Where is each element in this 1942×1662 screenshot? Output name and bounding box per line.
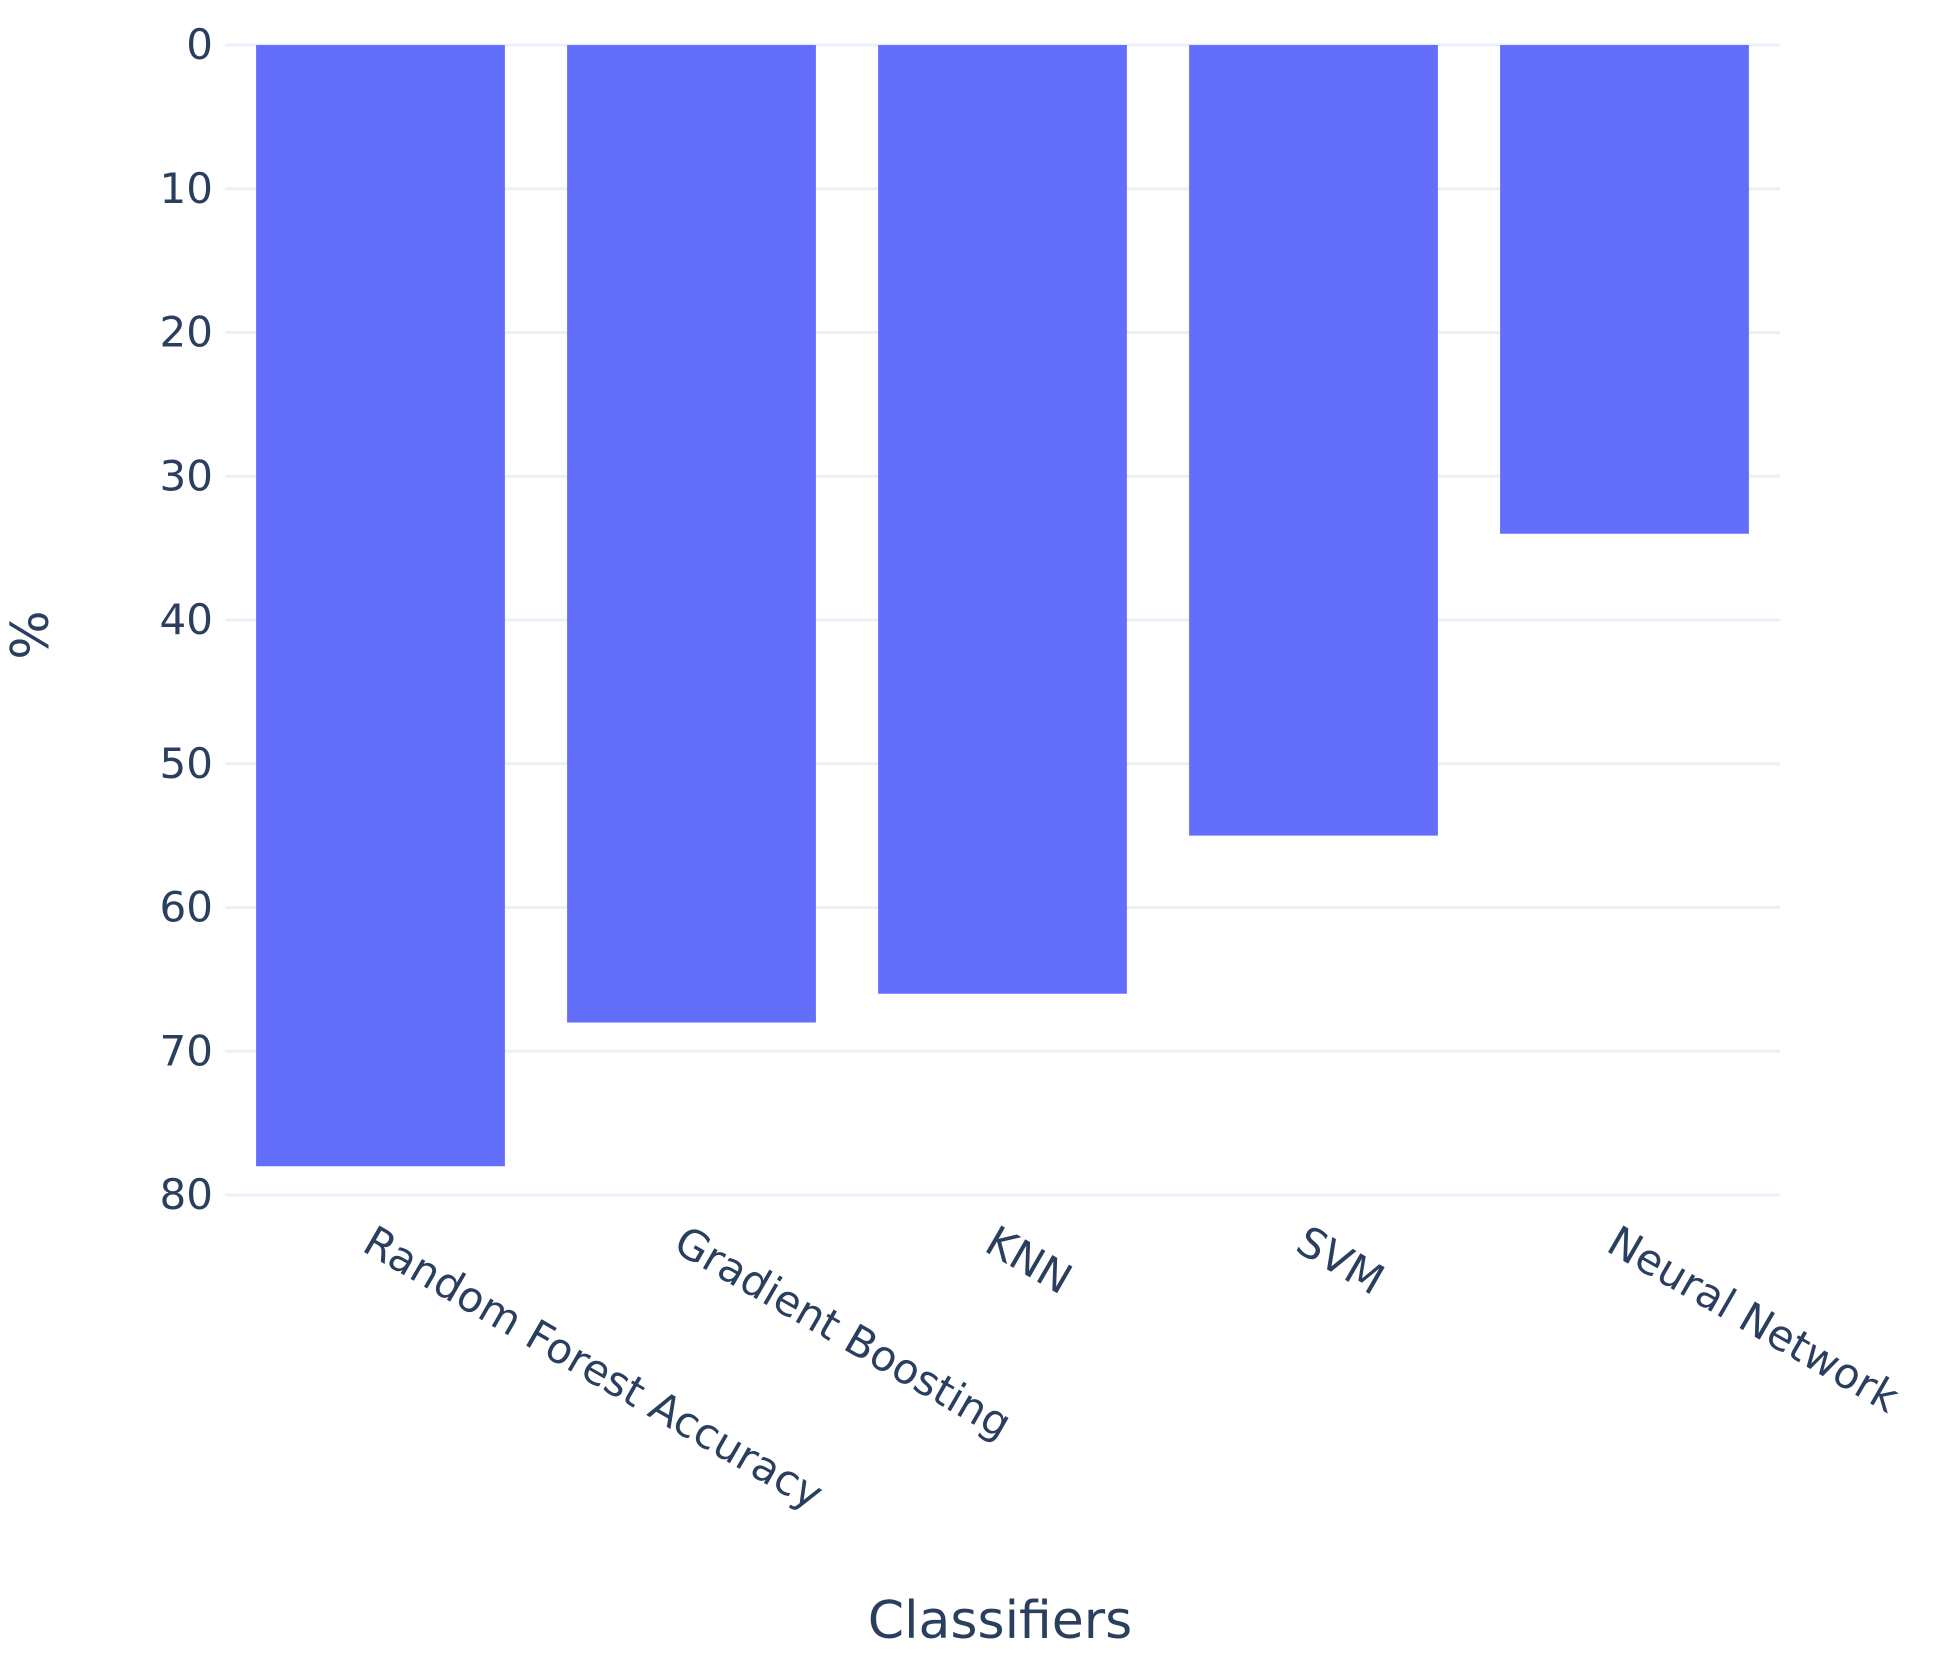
bars [256,45,1749,1167]
y-tick-label: 0 [186,20,213,69]
bar [1189,45,1438,836]
bar [567,45,816,1023]
x-tick-label: SVM [1289,1216,1393,1304]
y-tick-label: 30 [160,451,213,500]
bar [256,45,505,1167]
x-axis-title: Classifiers [868,1591,1132,1651]
y-axis-title: % [1,610,61,659]
y-tick-label: 80 [160,1170,213,1219]
y-tick-label: 50 [160,739,213,788]
bar [1500,45,1749,534]
y-tick-label: 70 [160,1026,213,1075]
x-tick-label: KNN [978,1216,1081,1304]
bar [878,45,1127,994]
y-tick-label: 40 [160,595,213,644]
x-tick-label: Neural Network [1600,1216,1909,1422]
y-tick-label: 10 [160,164,213,213]
y-tick-labels: 0 10 20 30 40 50 60 70 80 [160,20,213,1219]
y-tick-label: 60 [160,883,213,932]
y-tick-label: 20 [160,308,213,357]
